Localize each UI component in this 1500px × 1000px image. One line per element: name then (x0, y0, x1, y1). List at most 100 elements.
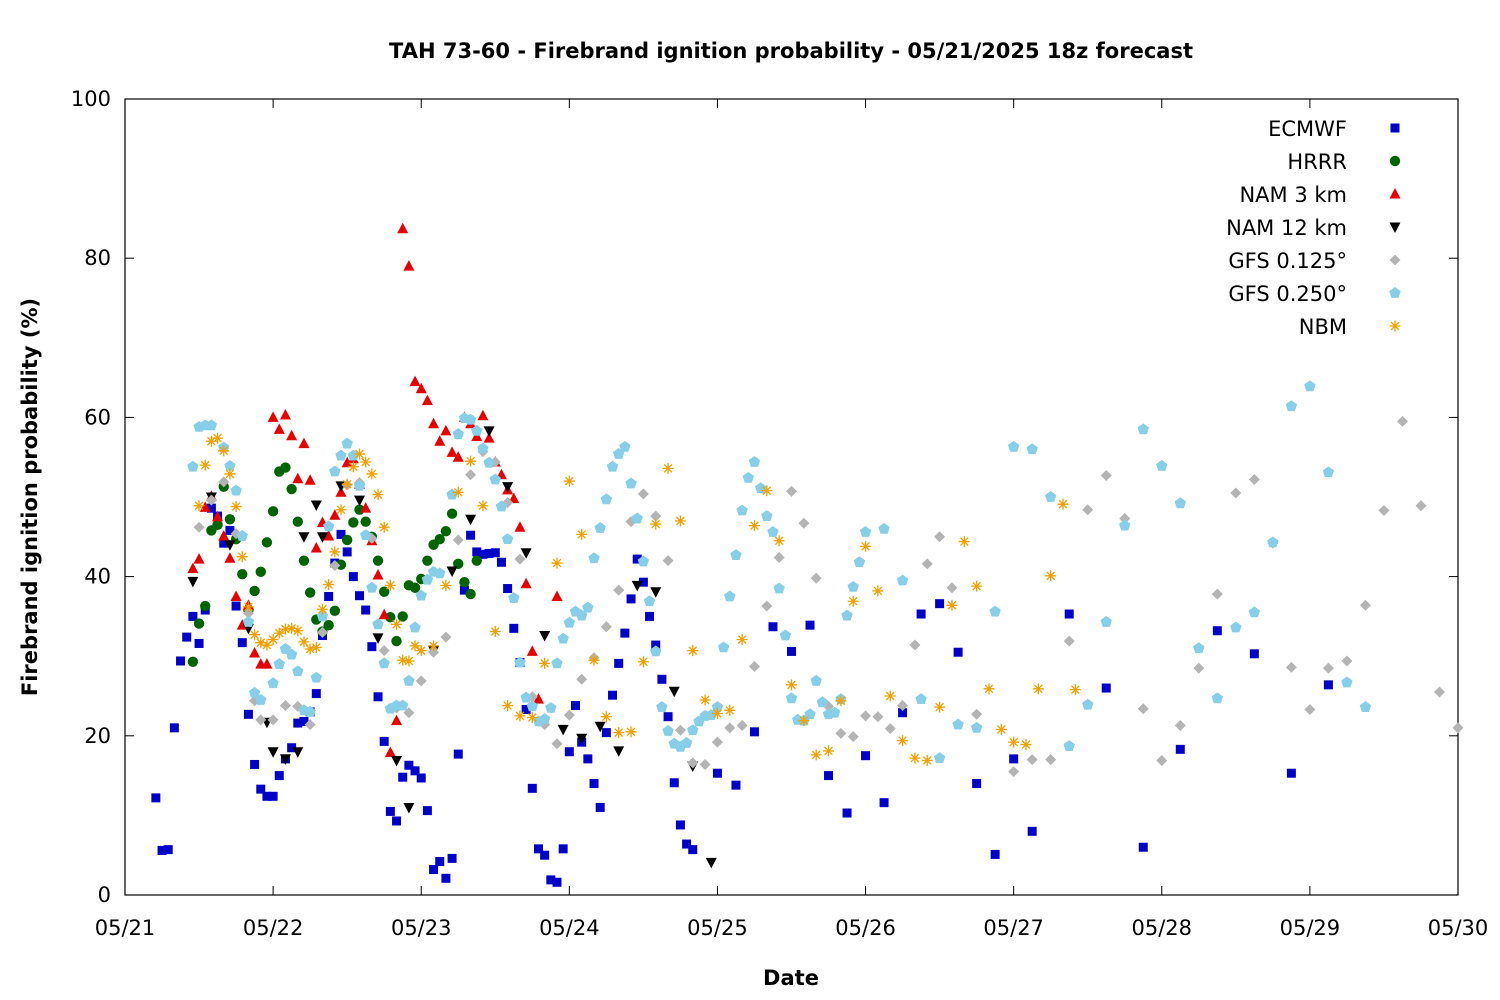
data-point (329, 546, 341, 558)
data-point (934, 701, 946, 713)
data-point (322, 520, 335, 532)
data-point (502, 700, 514, 712)
data-point (860, 540, 872, 552)
legend-marker (1389, 254, 1401, 266)
data-point (748, 455, 761, 467)
data-point (538, 713, 551, 724)
data-point (705, 857, 717, 869)
data-point (798, 715, 810, 727)
data-point (490, 548, 500, 558)
data-point (699, 694, 711, 706)
data-point (643, 595, 656, 607)
data-point (1119, 512, 1131, 524)
data-point (465, 588, 476, 600)
data-point (335, 449, 347, 461)
data-point (329, 605, 341, 617)
data-point (236, 530, 248, 541)
data-point (650, 510, 662, 522)
data-point (1156, 754, 1168, 766)
data-point (1026, 754, 1038, 766)
data-point (835, 695, 847, 707)
data-point (273, 658, 285, 670)
data-point (366, 468, 378, 480)
data-point (489, 473, 501, 485)
data-point (354, 495, 366, 507)
data-point (613, 727, 625, 739)
data-point (464, 413, 477, 425)
data-point (1137, 423, 1149, 435)
data-point (378, 657, 390, 669)
data-point (304, 643, 316, 655)
data-point (638, 577, 648, 587)
data-point (650, 587, 662, 598)
data-point (773, 551, 785, 563)
data-point (663, 712, 673, 722)
data-point (261, 537, 273, 548)
data-point (798, 517, 810, 529)
data-point (471, 555, 482, 566)
data-point (773, 582, 785, 594)
data-point (397, 654, 409, 666)
data-point (847, 731, 859, 743)
data-point (415, 675, 427, 687)
data-point (205, 435, 217, 447)
data-point (255, 714, 267, 726)
data-point (1230, 487, 1242, 499)
data-point (1174, 497, 1186, 509)
data-point (557, 724, 569, 736)
data-point (483, 456, 495, 468)
data-point (1008, 766, 1020, 778)
data-point (440, 526, 452, 537)
data-point (828, 706, 841, 718)
data-point (526, 700, 539, 712)
data-point (279, 409, 291, 420)
data-point (1045, 754, 1057, 766)
data-point (779, 629, 792, 641)
data-point (447, 853, 457, 863)
data-point (526, 711, 538, 723)
data-point (323, 619, 334, 631)
data-point (1064, 609, 1074, 619)
data-point (225, 525, 235, 535)
data-point (187, 460, 199, 472)
legend-marker (1389, 320, 1401, 332)
legend-marker (1389, 222, 1401, 233)
data-point (237, 638, 247, 648)
data-point (446, 446, 458, 457)
data-point (527, 783, 537, 793)
data-point (304, 719, 316, 731)
series-6 (193, 432, 1081, 766)
x-tick-label: 05/29 (1280, 916, 1341, 940)
legend-marker (1390, 123, 1400, 133)
data-point (1007, 440, 1020, 452)
data-point (218, 530, 230, 541)
data-point (711, 701, 724, 712)
data-point (286, 622, 298, 634)
data-point (878, 522, 890, 534)
data-point (731, 780, 741, 790)
data-point (384, 746, 396, 758)
data-point (1322, 662, 1334, 674)
data-point (274, 771, 284, 781)
data-point (539, 631, 551, 642)
data-point (329, 509, 341, 520)
data-point (373, 692, 383, 702)
data-point (452, 486, 464, 498)
data-point (1009, 754, 1019, 764)
data-point (1341, 655, 1353, 667)
data-point (218, 476, 230, 488)
data-point (632, 554, 642, 564)
data-point (1211, 692, 1224, 704)
data-point (261, 639, 273, 651)
data-point (631, 580, 643, 592)
x-tick-label: 05/25 (687, 916, 748, 940)
data-point (916, 609, 926, 619)
data-point (489, 626, 501, 638)
data-point (785, 692, 798, 704)
data-point (761, 510, 773, 521)
axis-ticks: 05/21 05/22 05/23 05/24 05/25 05/26 05/27 05/28… (71, 87, 1488, 940)
data-point (435, 857, 445, 867)
data-point (243, 709, 253, 719)
data-point (662, 462, 674, 474)
data-point (650, 645, 662, 657)
